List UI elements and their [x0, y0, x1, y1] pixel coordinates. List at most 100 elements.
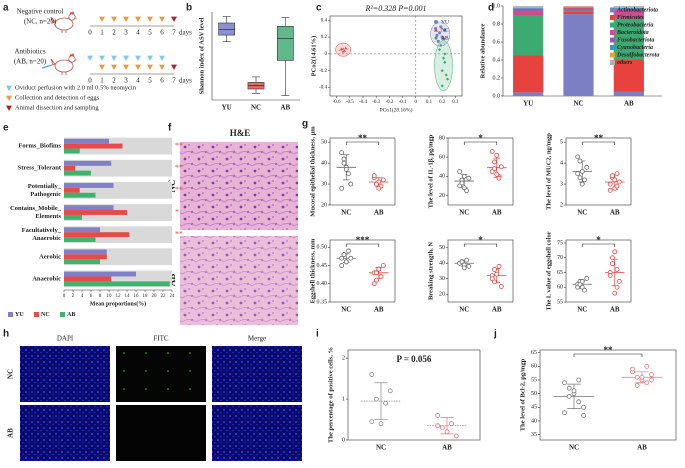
- x-tick-label: -0.2: [385, 100, 393, 105]
- bar-segment: [563, 14, 593, 96]
- point: [617, 180, 621, 184]
- perfusion-marker: [111, 56, 117, 61]
- day-label: 3: [124, 29, 128, 37]
- day-label: 0: [88, 29, 92, 37]
- point: [580, 170, 584, 174]
- point: [370, 373, 374, 377]
- point: [349, 182, 353, 186]
- bar: [64, 188, 80, 193]
- legend-text: Proteobacteria: [617, 22, 653, 28]
- y-tick-label: Anaerobic: [32, 275, 61, 282]
- bar: [64, 210, 127, 215]
- sampling-marker: [171, 17, 177, 22]
- legend-text: YU: [441, 19, 449, 25]
- plot-frame: [540, 350, 676, 440]
- perfusion-marker: [87, 56, 93, 61]
- y-axis-label: Breaking strength, N: [427, 242, 434, 300]
- x-tick-label: NC: [251, 104, 261, 112]
- y-tick-label: 40: [439, 261, 445, 267]
- column-label: FITC: [153, 335, 169, 343]
- perfusion-marker: [123, 56, 129, 61]
- point: [342, 161, 346, 165]
- bar: [64, 171, 91, 176]
- perfusion-marker: [99, 56, 105, 61]
- point: [567, 386, 571, 390]
- image-tile: [212, 346, 302, 402]
- x-tick-label: NC: [577, 209, 587, 217]
- sampling-marker: [171, 65, 177, 70]
- bar-segment: [513, 11, 543, 16]
- x-tick-label: 22: [161, 294, 167, 299]
- day-label: 5: [148, 77, 152, 85]
- point: [372, 282, 376, 286]
- bar-segment: [513, 56, 543, 93]
- y-tick-label: 5: [560, 140, 563, 146]
- point: [492, 160, 496, 164]
- x-tick-label: NC: [569, 444, 579, 452]
- point: [567, 394, 571, 398]
- plot-frame: [448, 240, 513, 302]
- y-tick-label: 60: [531, 364, 537, 370]
- x-tick-label: AB: [442, 444, 452, 452]
- legend-text: Firmicutes: [617, 15, 645, 21]
- point: [577, 400, 581, 404]
- panel-letter: g: [302, 119, 308, 130]
- bar-segment: [513, 16, 543, 56]
- point: [577, 378, 581, 382]
- point: [462, 174, 466, 178]
- bar: [64, 237, 96, 242]
- point: [645, 381, 649, 385]
- legend-text: Bacteroidota: [616, 30, 649, 36]
- x-tick-label: 14: [125, 294, 131, 299]
- point: [582, 413, 586, 417]
- x-tick-label: NC: [341, 209, 351, 217]
- x-tick-label: 0: [63, 294, 66, 299]
- panel-letter: c: [316, 3, 322, 14]
- y-axis-label: PCo2(14.61%): [310, 36, 317, 77]
- point: [379, 274, 383, 278]
- legend-text: others: [617, 60, 633, 66]
- point: [436, 424, 440, 428]
- y-tick-label: Potentially_: [28, 183, 62, 190]
- y-axis-label: The level of MUC2, ng/mgp: [545, 133, 552, 210]
- image-tile: [20, 346, 110, 402]
- bar-segment: [513, 9, 543, 11]
- significance: **: [175, 163, 183, 172]
- y-tick-label: 0: [325, 52, 328, 57]
- bar-segment: [614, 92, 644, 97]
- y-tick-label: -0.4: [319, 86, 327, 91]
- group-name: Negative control: [17, 8, 64, 16]
- point: [347, 172, 351, 176]
- legend-marker: [6, 86, 12, 91]
- x-tick-label: -0.1: [399, 100, 407, 105]
- point: [465, 258, 469, 262]
- x-tick-label: NC: [376, 444, 386, 452]
- legend-text: NC: [441, 27, 449, 33]
- y-axis-label: Mucosal epithelial thickness, μm: [309, 126, 316, 217]
- point: [436, 413, 440, 417]
- y-tick-label: 0.2: [321, 35, 328, 40]
- point: [582, 405, 586, 409]
- x-tick-label: 16: [134, 294, 140, 299]
- legend-text: AB: [441, 35, 449, 41]
- egg-marker: [159, 65, 165, 70]
- x-tick-label: AB: [374, 209, 384, 217]
- point: [495, 272, 499, 276]
- y-tick-label: 70: [557, 255, 563, 261]
- x-tick-label: AB: [492, 306, 502, 314]
- y-tick-label: Pathogenic: [30, 191, 61, 198]
- y-tick-label: 0.50: [317, 245, 328, 251]
- y-axis-label: Eggshell thickness, mm: [309, 238, 316, 303]
- x-axis-label: PCo1(28.16%): [380, 106, 413, 113]
- panel-letter: i: [316, 329, 319, 340]
- x-tick-label: AB: [624, 100, 634, 108]
- legend-text: Oviduct perfusion with 2.0 ml 0.5% neomy…: [15, 84, 137, 91]
- point: [576, 172, 580, 176]
- legend-swatch: [610, 45, 615, 50]
- significance: *: [596, 235, 601, 245]
- legend-marker: [434, 20, 438, 24]
- y-tick-label: Stress_Tolerant: [18, 165, 62, 172]
- legend-swatch: [610, 15, 615, 20]
- point: [580, 279, 584, 283]
